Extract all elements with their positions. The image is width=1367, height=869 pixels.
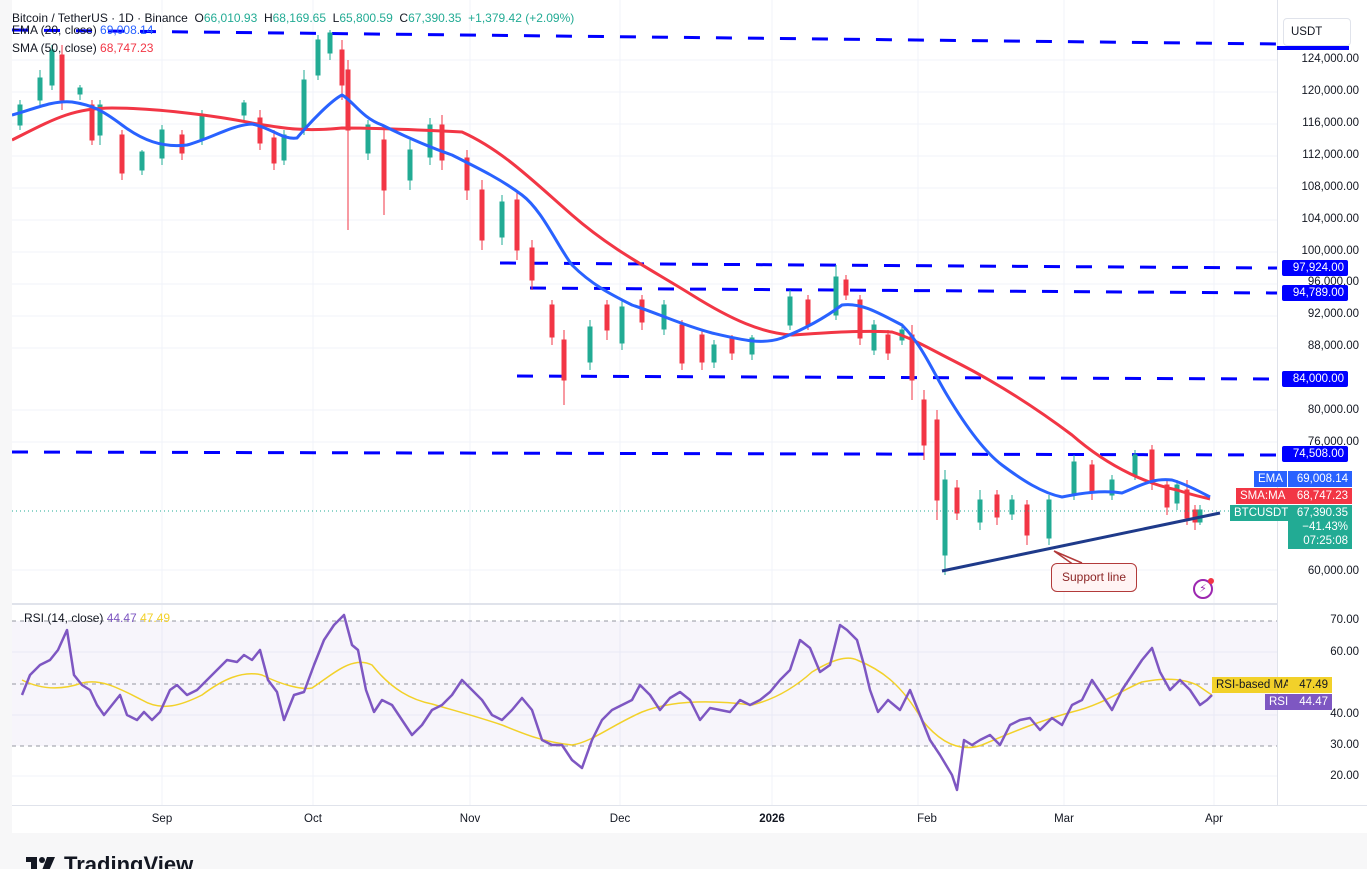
- last-price-value: 67,390.35: [1296, 507, 1348, 519]
- level-line-97924: [499, 261, 1277, 270]
- time-label-oct: Oct: [304, 813, 322, 825]
- candlesticks: [17, 30, 1203, 575]
- notification-dot: [1208, 578, 1214, 584]
- rsi-ma-tag-value: 47.49: [1288, 677, 1332, 693]
- rsi-legend[interactable]: RSI (14, close) 44.47 47.49: [24, 611, 171, 625]
- time-label-dec: Dec: [609, 813, 631, 825]
- close-value: 67,390.35: [408, 11, 462, 25]
- time-axis[interactable]: Sep Oct Nov Dec 2026 Feb Mar Apr: [12, 805, 1367, 833]
- rsi-tag-value: 44.47: [1288, 694, 1332, 710]
- time-label-mar: Mar: [1054, 813, 1074, 825]
- rsi-ma-legend-value: 47.49: [140, 611, 171, 625]
- open-value: 66,010.93: [203, 11, 258, 25]
- sma-tag-value: 68,747.23: [1288, 488, 1352, 504]
- rsi-tag-label: RSI: [1265, 694, 1293, 710]
- chart-area[interactable]: Bitcoin / TetherUS · 1D · Binance O66,01…: [12, 0, 1277, 805]
- tradingview-logo[interactable]: TradingView: [26, 852, 193, 869]
- level-lines: [12, 28, 1277, 457]
- time-label-2026: 2026: [759, 813, 785, 825]
- level-tag-94789: 94,789.00: [1282, 285, 1348, 301]
- support-line: [941, 511, 1221, 573]
- last-price-tag-label: BTCUSDT: [1230, 505, 1293, 521]
- price-chart-canvas[interactable]: [12, 0, 1277, 805]
- rsi-ma-line: [21, 657, 1213, 749]
- rsi-line: [20, 613, 1213, 792]
- ema-legend[interactable]: EMA (20, close) 69,008.14: [12, 23, 154, 37]
- change-value: +1,379.42 (+2.09%): [468, 11, 575, 25]
- time-label-sep: Sep: [151, 813, 173, 825]
- logo-text: TradingView: [64, 852, 194, 869]
- level-tag-74508: 74,508.00: [1282, 446, 1348, 462]
- tradingview-logo-icon: [26, 857, 55, 869]
- low-value: 65,800.59: [339, 11, 393, 25]
- rsi-ma-tag-label: RSI-based MA: [1212, 677, 1295, 693]
- time-label-feb: Feb: [917, 813, 937, 825]
- support-line-label[interactable]: Support line: [1051, 563, 1137, 592]
- level-line-74508: [12, 450, 1277, 457]
- bar-countdown: 07:25:08: [1303, 535, 1348, 547]
- rsi-legend-value: 44.47: [106, 611, 137, 625]
- high-value: 68,169.65: [272, 11, 326, 25]
- top-level-marker: [1277, 46, 1349, 50]
- level-tag-84000: 84,000.00: [1282, 371, 1348, 387]
- currency-button[interactable]: USDT: [1283, 18, 1351, 46]
- sma-line: [12, 106, 1211, 501]
- level-tag-97924: 97,924.00: [1282, 260, 1348, 276]
- rsi-band-lines: [12, 620, 1277, 747]
- symbol-legend: Bitcoin / TetherUS · 1D · Binance O66,01…: [12, 11, 575, 25]
- sma-tag-label: SMA:MA: [1236, 488, 1290, 504]
- level-line-94789: [529, 286, 1277, 295]
- last-price-change: −41.43%: [1302, 521, 1348, 533]
- sma-legend[interactable]: SMA (50, close) 68,747.23: [12, 41, 154, 55]
- sma-legend-value: 68,747.23: [100, 41, 154, 55]
- symbol-title[interactable]: Bitcoin / TetherUS · 1D · Binance: [12, 11, 188, 25]
- flash-alert-icon[interactable]: ⚡: [1193, 578, 1214, 599]
- time-label-nov: Nov: [459, 813, 481, 825]
- level-line-125500: [12, 28, 1277, 46]
- ema-line: [12, 93, 1211, 499]
- last-price-tag: 67,390.35 −41.43% 07:25:08: [1288, 505, 1352, 549]
- time-label-apr: Apr: [1205, 813, 1223, 825]
- level-line-84000: [516, 374, 1277, 381]
- price-axis[interactable]: 124,000.00 120,000.00 116,000.00 112,000…: [1277, 0, 1367, 605]
- ema-tag-label: EMA: [1254, 471, 1287, 487]
- ema-legend-value: 69,008.14: [100, 23, 154, 37]
- ema-tag-value: 69,008.14: [1288, 471, 1352, 487]
